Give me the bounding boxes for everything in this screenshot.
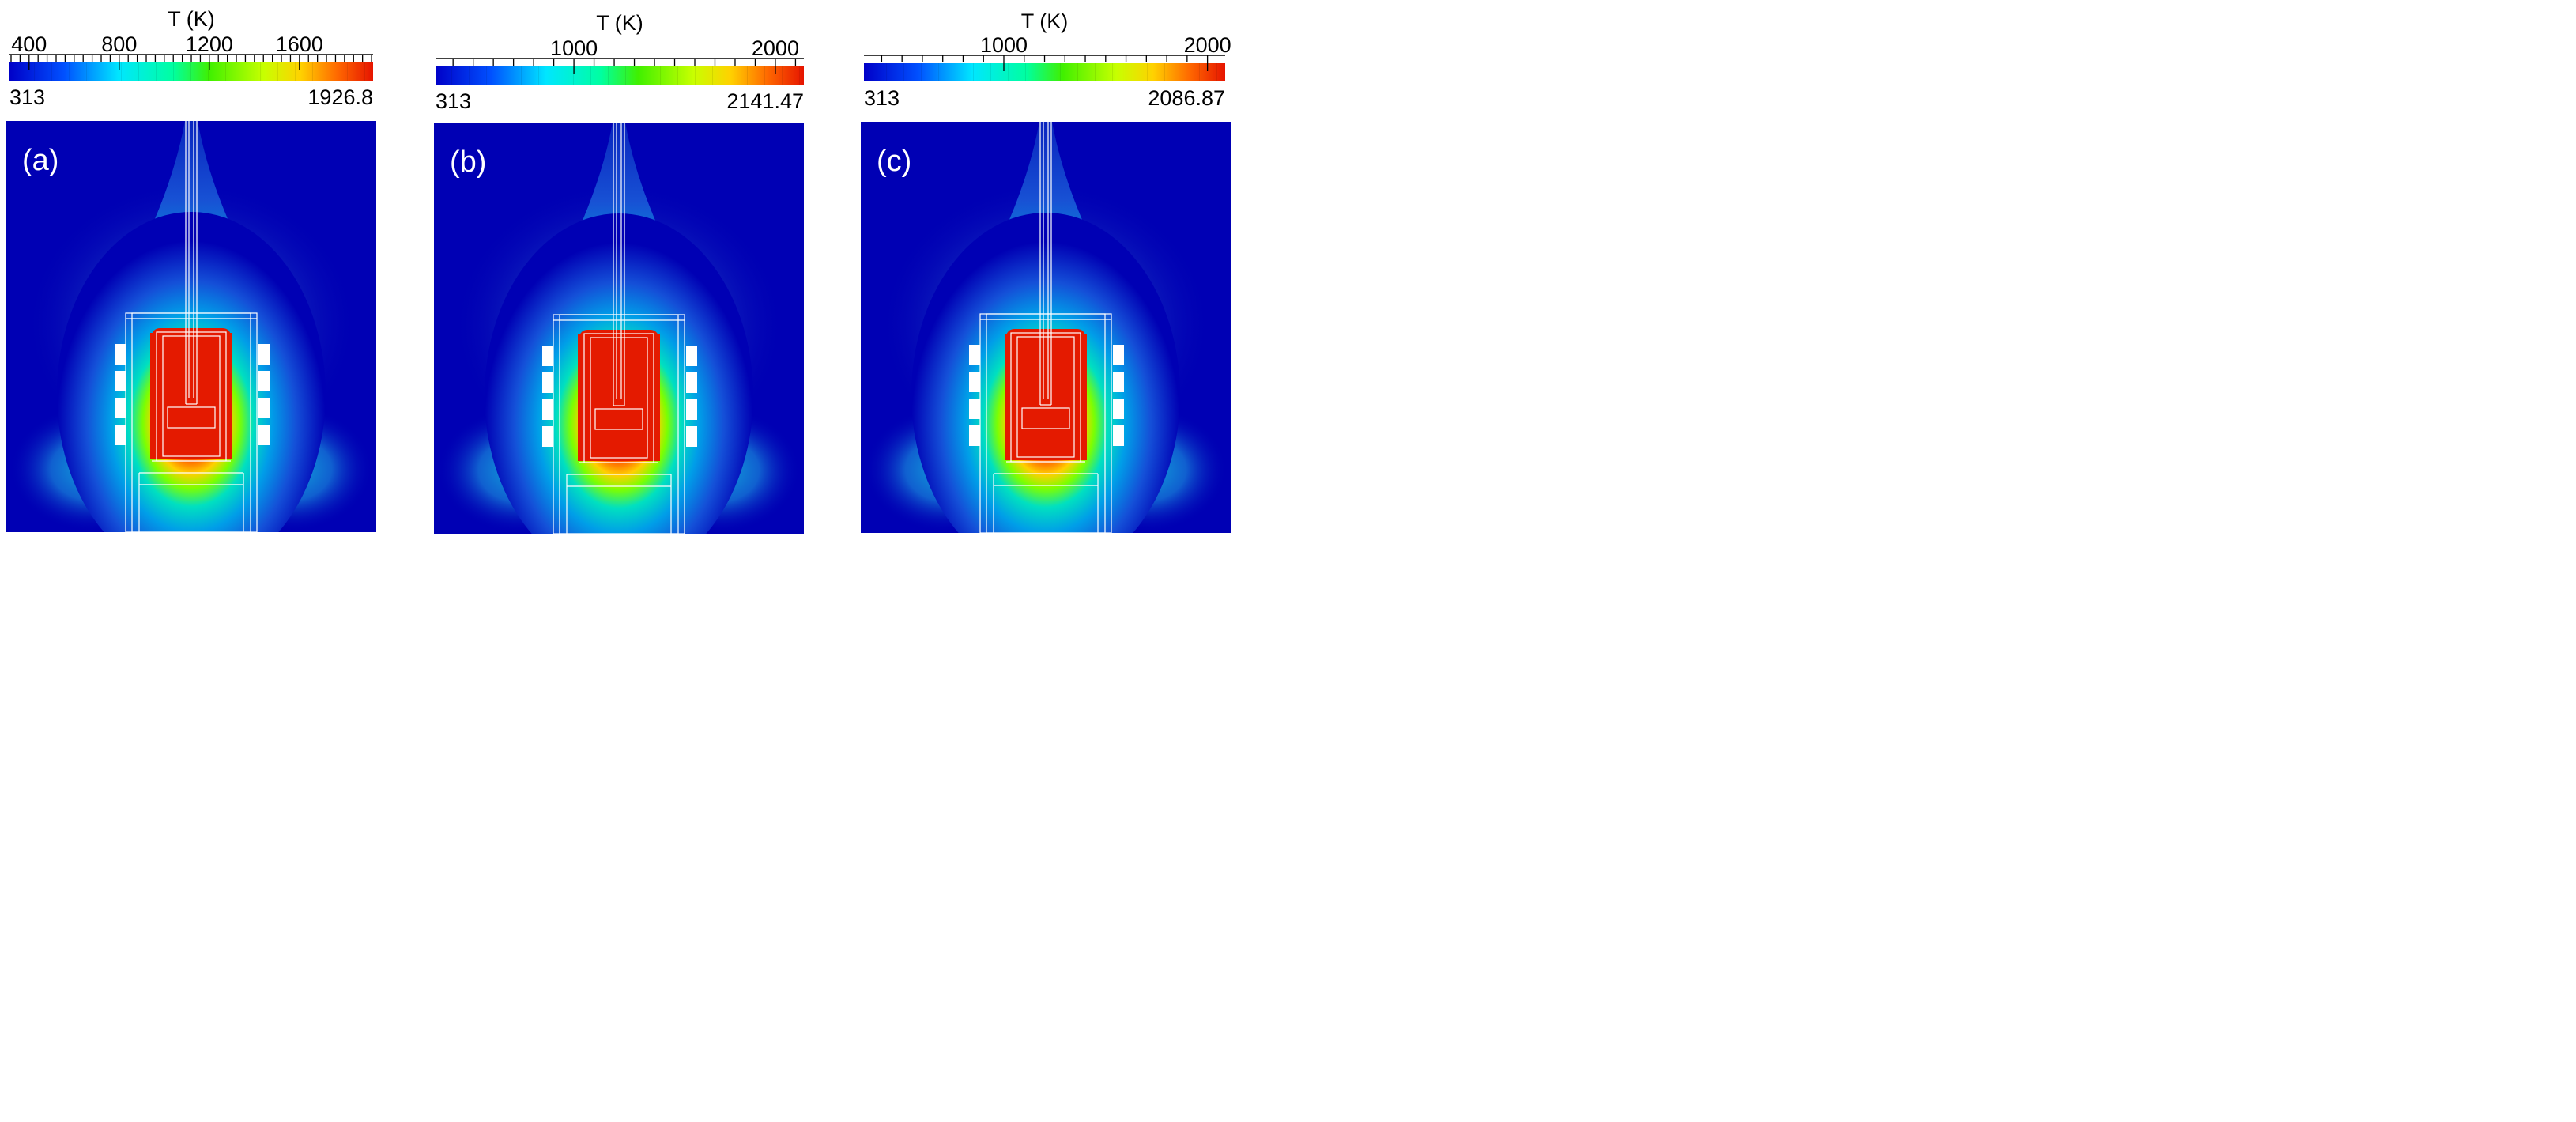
coil-turn-right — [258, 344, 270, 365]
colorbar-tick-label: 1000 — [550, 36, 598, 60]
temperature-field — [861, 122, 1231, 533]
coil-turn-right — [258, 425, 270, 445]
coil-turn-right — [1113, 425, 1124, 446]
coil-turn-left — [115, 344, 126, 365]
panel-label: (a) — [22, 144, 58, 177]
colorbar-min-label: 313 — [436, 89, 471, 113]
apparatus-outline — [125, 121, 258, 532]
coil-turn-left — [542, 372, 553, 393]
colorbar-tick-label: 2000 — [752, 36, 799, 60]
coil-turn-right — [686, 399, 697, 420]
colorbar-max-label: 2086.87 — [1148, 86, 1225, 110]
colorbar-max-label: 1926.8 — [307, 85, 373, 109]
colorbar-title: T (K) — [1021, 9, 1069, 33]
panel-3: 1000 2000 T (K) 313 2086.87 (c) — [861, 9, 1231, 533]
panels-layer: 400 800 1200 1600 T (K) 313 1926.8 (a) 1000 2000 T… — [6, 7, 1231, 534]
induction-coils — [969, 345, 1124, 446]
coil-turn-left — [542, 426, 553, 447]
coil-turn-left — [542, 346, 553, 366]
panel-2: 1000 2000 T (K) 313 2141.47 (b) — [434, 11, 804, 534]
temperature-field — [6, 121, 376, 532]
panel-1: 400 800 1200 1600 T (K) 313 1926.8 (a) — [6, 7, 376, 532]
colorbar-tick-label: 1200 — [186, 32, 233, 56]
coil-turn-left — [115, 371, 126, 391]
coil-turn-right — [1113, 399, 1124, 419]
colorbar-tick-label: 2000 — [1184, 33, 1231, 57]
colorbar-title: T (K) — [596, 11, 643, 35]
colorbar-min-label: 313 — [9, 85, 45, 109]
induction-coils — [542, 346, 697, 447]
colorbar-title: T (K) — [168, 7, 215, 31]
colorbar: 400 800 1200 1600 T (K) 313 1926.8 — [9, 7, 373, 109]
coil-turn-right — [686, 346, 697, 366]
colorbar-tick-label: 800 — [101, 32, 137, 56]
colorbar-min-label: 313 — [864, 86, 900, 110]
coil-turn-right — [258, 398, 270, 418]
colorbar-max-label: 2141.47 — [726, 89, 804, 113]
apparatus-outline — [553, 123, 685, 534]
coil-turn-left — [969, 425, 980, 446]
temperature-field — [434, 123, 804, 534]
coil-turn-left — [969, 345, 980, 365]
induction-coils — [115, 344, 270, 445]
coil-turn-left — [969, 372, 980, 392]
coil-turn-right — [1113, 372, 1124, 392]
coil-turn-left — [969, 399, 980, 419]
coil-turn-left — [115, 425, 126, 445]
coil-turn-right — [1113, 345, 1124, 365]
coil-turn-right — [686, 426, 697, 447]
panel-label: (c) — [877, 145, 911, 178]
colorbar: 1000 2000 T (K) 313 2086.87 — [864, 9, 1231, 110]
coil-turn-right — [686, 372, 697, 393]
colorbar-tick-label: 400 — [11, 32, 47, 56]
coil-turn-right — [258, 371, 270, 391]
apparatus-outline — [979, 122, 1112, 533]
colorbar: 1000 2000 T (K) 313 2141.47 — [436, 11, 804, 113]
panel-label: (b) — [450, 145, 486, 179]
coil-turn-left — [115, 398, 126, 418]
coil-turn-left — [542, 399, 553, 420]
colorbar-tick-label: 1600 — [276, 32, 323, 56]
colorbar-tick-label: 1000 — [980, 33, 1028, 57]
